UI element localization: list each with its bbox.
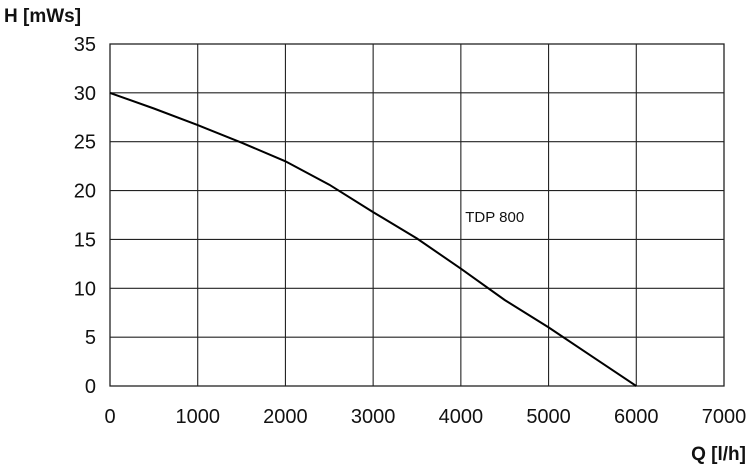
y-tick-label: 20 xyxy=(74,181,96,203)
x-tick-label: 2000 xyxy=(263,406,308,428)
y-tick-labels: 0 5 10 15 20 25 30 35 xyxy=(74,34,96,398)
x-axis-title: Q [l/h] xyxy=(691,444,746,465)
series: TDP 800 xyxy=(109,91,637,387)
y-tick-label: 0 xyxy=(85,376,96,398)
x-tick-label: 7000 xyxy=(702,406,747,428)
x-tick-label: 6000 xyxy=(614,406,659,428)
y-tick-label: 15 xyxy=(74,229,96,251)
y-tick-label: 25 xyxy=(74,132,96,154)
grid xyxy=(110,44,724,386)
y-tick-label: 10 xyxy=(74,278,96,300)
x-tick-label: 3000 xyxy=(351,406,396,428)
y-axis-title: H [mWs] xyxy=(4,6,81,27)
x-tick-label: 4000 xyxy=(439,406,484,428)
y-tick-label: 30 xyxy=(74,83,96,105)
series-label: TDP 800 xyxy=(465,209,524,226)
x-tick-labels: 0 1000 2000 3000 4000 5000 6000 7000 xyxy=(104,406,746,428)
x-tick-label: 1000 xyxy=(175,406,220,428)
plot-frame xyxy=(109,43,725,387)
series-line xyxy=(109,91,637,387)
x-tick-label: 5000 xyxy=(526,406,571,428)
y-tick-label: 5 xyxy=(85,327,96,349)
y-tick-label: 35 xyxy=(74,34,96,56)
x-tick-label: 0 xyxy=(104,406,115,428)
